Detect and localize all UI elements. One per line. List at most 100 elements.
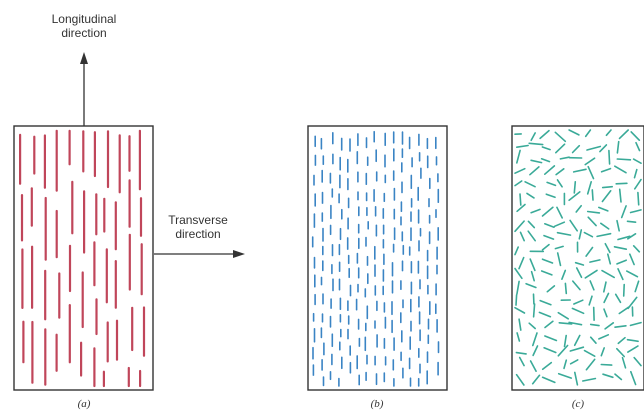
fiber: [575, 267, 583, 279]
fiber: [532, 303, 536, 318]
fiber: [555, 168, 565, 176]
fiber: [633, 168, 638, 179]
fiber: [574, 261, 585, 266]
fiber: [584, 157, 596, 166]
fiber: [554, 245, 564, 250]
fiber: [530, 270, 536, 282]
fiber: [558, 321, 573, 325]
fiber: [541, 146, 551, 151]
fiber: [588, 295, 593, 306]
panel-b-frame: [307, 125, 448, 391]
fiber: [626, 338, 639, 343]
panel-a-fibers: [19, 129, 146, 388]
fiber: [514, 167, 526, 174]
longitudinal-arrow: [80, 52, 88, 126]
fiber: [530, 159, 543, 164]
fiber: [600, 167, 612, 173]
transverse-label-line2: direction: [175, 227, 221, 241]
fiber: [541, 376, 556, 384]
fiber: [571, 307, 585, 315]
fiber: [589, 259, 601, 263]
fiber: [543, 223, 555, 228]
fiber: [604, 321, 615, 330]
fiber: [556, 252, 562, 267]
fiber: [603, 292, 610, 304]
fiber: [563, 359, 568, 370]
fiber: [516, 280, 520, 295]
fiber: [633, 178, 642, 190]
fiber: [514, 246, 520, 256]
fiber: [616, 259, 628, 265]
fiber: [543, 346, 557, 354]
fiber: [606, 253, 612, 265]
fiber: [589, 280, 595, 291]
fiber: [561, 269, 567, 281]
longitudinal-label: Longitudinal direction: [38, 12, 130, 40]
fiber: [635, 141, 641, 152]
fiber: [616, 158, 632, 161]
fiber: [518, 256, 525, 270]
fiber: [633, 356, 642, 367]
fiber: [556, 179, 563, 188]
fiber: [572, 168, 587, 173]
fiber: [518, 356, 525, 367]
fiber: [571, 144, 581, 154]
fiber: [515, 294, 518, 306]
fiber: [585, 358, 596, 371]
fiber: [527, 220, 536, 229]
fiber: [613, 165, 627, 174]
fiber: [541, 243, 550, 251]
fiber: [529, 360, 537, 373]
fiber: [614, 324, 627, 329]
fiber: [605, 129, 612, 137]
fiber: [586, 181, 593, 195]
fiber: [556, 206, 564, 219]
fiber: [573, 299, 584, 305]
fiber: [526, 192, 535, 199]
fiber: [554, 143, 566, 154]
fiber: [627, 345, 639, 353]
fiber: [604, 242, 611, 254]
fiber: [541, 361, 553, 371]
fiber: [587, 216, 597, 227]
fiber: [591, 189, 594, 201]
fiber: [524, 181, 536, 188]
fiber: [630, 131, 641, 141]
fiber: [556, 231, 572, 236]
fiber: [629, 321, 642, 327]
fiber: [617, 336, 626, 345]
fiber: [557, 372, 573, 379]
fiber: [632, 158, 642, 164]
fiber: [584, 269, 598, 279]
panel-b-fibers: [311, 130, 440, 387]
fiber: [569, 346, 585, 352]
fiber: [540, 270, 553, 276]
fiber: [586, 210, 601, 214]
fiber: [530, 208, 541, 214]
fiber: [596, 232, 612, 238]
panel-a-caption: (a): [77, 398, 91, 410]
fiber: [618, 188, 622, 203]
fiber: [541, 258, 554, 264]
fiber: [516, 332, 521, 342]
fiber: [615, 182, 628, 185]
fiber: [583, 349, 596, 358]
fiber: [616, 140, 620, 154]
fiber: [519, 231, 526, 242]
fiber: [515, 351, 527, 355]
transverse-label: Transverse direction: [156, 213, 240, 241]
fiber: [528, 322, 537, 330]
fiber: [571, 280, 581, 291]
fiber: [543, 165, 556, 175]
fiber: [573, 181, 577, 194]
fiber: [540, 158, 551, 163]
fiber: [546, 285, 556, 293]
fiber: [601, 185, 614, 189]
transverse-arrow: [154, 250, 245, 258]
fiber: [514, 180, 523, 187]
fiber: [601, 190, 612, 203]
fiber: [515, 149, 521, 164]
fiber: [546, 181, 557, 187]
fiber: [519, 193, 522, 206]
fiber: [529, 258, 536, 272]
